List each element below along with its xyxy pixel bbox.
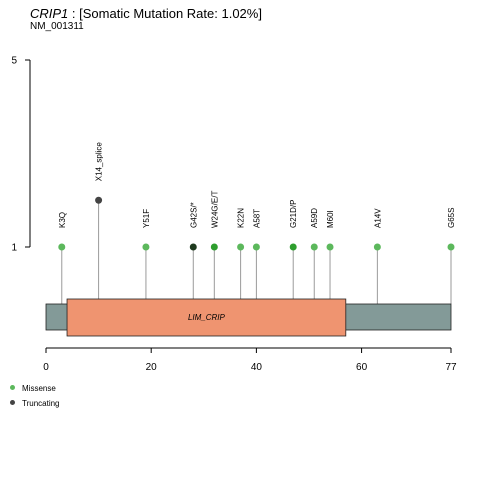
domain-label: LIM_CRIP (188, 313, 226, 322)
legend-item-missense: Missense (10, 384, 56, 393)
x-tick-label-20: 20 (146, 362, 158, 373)
lollipop-head-A59D (310, 243, 318, 251)
mutation-label-A14V: A14V (373, 208, 382, 228)
lollipop-head-X14_splice (95, 196, 103, 204)
lollipop-head-A14V (373, 243, 381, 251)
mutation-label-A59D: A59D (310, 208, 319, 228)
y-tick-label-5: 5 (11, 56, 17, 67)
y-tick-label-1: 1 (11, 243, 17, 254)
legend-item-truncating: Truncating (10, 399, 60, 408)
lollipop-head-G65S (447, 243, 455, 251)
domain-lim-crip (66, 298, 347, 337)
x-tick-label-77: 77 (445, 362, 457, 373)
mutation-label-X14_splice: X14_splice (95, 142, 104, 182)
mutation-label-W24G/E/T: W24G/E/T (210, 191, 219, 228)
legend-label-missense: Missense (22, 384, 56, 393)
mutation-label-K22N: K22N (237, 208, 246, 228)
mutation-label-Y51F: Y51F (142, 209, 151, 228)
lollipop-head-W24G/E/T (210, 243, 218, 251)
lollipop-head-K3Q (58, 243, 66, 251)
mutation-label-A58T: A58T (252, 209, 261, 228)
x-tick-label-40: 40 (251, 362, 263, 373)
mutation-label-G42S/*: G42S/* (189, 202, 198, 228)
truncating-dot-icon (10, 400, 15, 406)
x-tick-label-0: 0 (43, 362, 49, 373)
missense-dot-icon (10, 385, 15, 391)
mutation-rate: : [Somatic Mutation Rate: 1.02%] (68, 6, 262, 21)
lollipop-head-A58T (252, 243, 260, 251)
mutation-label-G21D/P: G21D/P (289, 200, 298, 228)
lollipop-head-Y51F (142, 243, 150, 251)
gene-name: CRIP1 (30, 6, 69, 21)
lollipop-head-K22N (237, 243, 245, 251)
lollipop-head-G42S/* (189, 243, 197, 251)
mutation-label-K3Q: K3Q (58, 212, 67, 228)
lollipop-head-G21D/P (289, 243, 297, 251)
x-tick-label-60: 60 (356, 362, 368, 373)
legend-label-truncating: Truncating (22, 399, 60, 408)
lollipop-head-M60I (326, 243, 334, 251)
transcript-id: NM_001311 (30, 21, 84, 32)
chart-title: CRIP1 : [Somatic Mutation Rate: 1.02%] (30, 6, 262, 21)
mutation-label-M60I: M60I (326, 210, 335, 228)
mutation-label-G65S: G65S (447, 208, 456, 228)
